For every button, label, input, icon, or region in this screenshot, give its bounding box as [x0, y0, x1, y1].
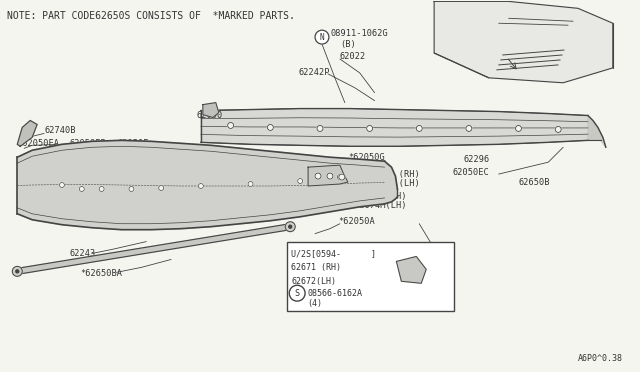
- Text: U/2S[0594-      ]: U/2S[0594- ]: [291, 250, 376, 259]
- Circle shape: [129, 186, 134, 192]
- Circle shape: [268, 125, 273, 131]
- Polygon shape: [434, 1, 612, 83]
- Text: 62673M(RH): 62673M(RH): [355, 192, 407, 201]
- Text: *62050EA: *62050EA: [17, 139, 60, 148]
- Circle shape: [516, 125, 522, 131]
- Polygon shape: [396, 256, 426, 283]
- Polygon shape: [17, 140, 385, 230]
- Text: 62674M(LH): 62674M(LH): [355, 201, 407, 210]
- Text: 62671 (RH): 62671 (RH): [291, 263, 341, 272]
- Polygon shape: [385, 161, 397, 204]
- Text: A6P0^0.38: A6P0^0.38: [578, 354, 623, 363]
- Polygon shape: [17, 121, 37, 146]
- Text: 62090: 62090: [197, 111, 223, 120]
- Text: 08566-6162A: 08566-6162A: [307, 289, 362, 298]
- Circle shape: [466, 125, 472, 131]
- Circle shape: [16, 270, 19, 273]
- FancyBboxPatch shape: [287, 241, 454, 311]
- Circle shape: [285, 222, 295, 232]
- Circle shape: [159, 186, 164, 190]
- Text: 62296: 62296: [464, 155, 490, 164]
- Circle shape: [556, 126, 561, 132]
- Text: *62050G: *62050G: [348, 153, 385, 162]
- Text: 62650B: 62650B: [518, 177, 550, 186]
- Text: N: N: [319, 33, 324, 42]
- Text: 62674P (LH): 62674P (LH): [362, 179, 419, 187]
- Circle shape: [315, 173, 321, 179]
- Circle shape: [337, 174, 342, 180]
- Text: (4): (4): [307, 299, 322, 308]
- Circle shape: [315, 30, 329, 44]
- Circle shape: [228, 122, 234, 128]
- Text: (B): (B): [340, 39, 356, 49]
- Circle shape: [99, 186, 104, 192]
- Polygon shape: [588, 116, 606, 147]
- Circle shape: [60, 183, 65, 187]
- Polygon shape: [203, 103, 219, 118]
- Text: 62672(LH): 62672(LH): [291, 277, 336, 286]
- Circle shape: [298, 179, 303, 183]
- Text: 62022: 62022: [340, 52, 366, 61]
- Circle shape: [12, 266, 22, 276]
- Text: S: S: [294, 289, 300, 298]
- Text: 62243: 62243: [70, 249, 96, 258]
- Circle shape: [248, 182, 253, 186]
- Circle shape: [289, 285, 305, 301]
- Circle shape: [79, 186, 84, 192]
- Circle shape: [289, 225, 292, 228]
- Circle shape: [416, 125, 422, 131]
- Text: *62050A: *62050A: [338, 217, 374, 226]
- Text: 62650S: 62650S: [52, 163, 83, 171]
- Circle shape: [339, 174, 345, 180]
- Text: 62050E: 62050E: [118, 139, 149, 148]
- Text: 62050EC: 62050EC: [452, 168, 489, 177]
- Text: 62673P (RH): 62673P (RH): [362, 170, 419, 179]
- Polygon shape: [308, 165, 348, 186]
- Circle shape: [367, 125, 372, 131]
- Circle shape: [327, 173, 333, 179]
- Text: *62650BA: *62650BA: [80, 269, 122, 278]
- Text: 62242P: 62242P: [298, 68, 330, 77]
- Circle shape: [317, 125, 323, 131]
- Text: 62740B: 62740B: [44, 126, 76, 135]
- Text: NOTE: PART CODE62650S CONSISTS OF  *MARKED PARTS.: NOTE: PART CODE62650S CONSISTS OF *MARKE…: [7, 11, 295, 21]
- Text: 62050EB: 62050EB: [70, 139, 107, 148]
- Text: 08911-1062G: 08911-1062G: [331, 29, 388, 38]
- Polygon shape: [201, 109, 588, 146]
- Circle shape: [198, 183, 204, 189]
- Polygon shape: [17, 224, 291, 274]
